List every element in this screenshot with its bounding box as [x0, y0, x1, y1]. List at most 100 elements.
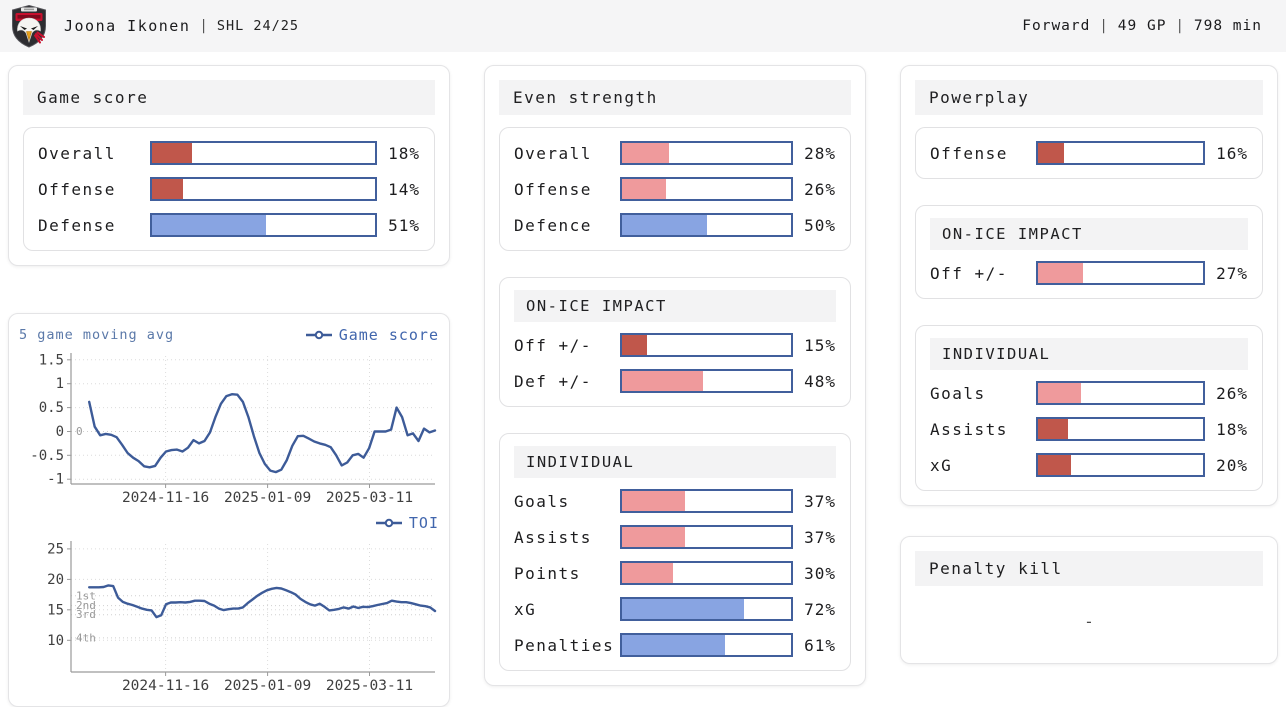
stat-label: xG	[514, 599, 537, 619]
stat-row: Overall 18%	[38, 140, 420, 166]
panel-title: Even strength	[499, 80, 851, 115]
even-strength-panel: Even strength Overall 28% Offense 26% Defenc…	[484, 65, 866, 686]
stat-bar-fill	[622, 371, 704, 391]
stat-value: 15%	[804, 335, 836, 355]
stat-row: Penalties 61%	[514, 632, 836, 658]
svg-text:3rd: 3rd	[76, 608, 96, 621]
stat-bar-track	[1036, 417, 1206, 441]
stat-bar-track	[620, 633, 794, 657]
stat-label: Goals	[930, 383, 986, 403]
stat-value: 28%	[804, 143, 836, 163]
svg-text:1st: 1st	[76, 589, 96, 602]
even-strength-individual: INDIVIDUAL Goals 37% Assists 37% Points 30% xG…	[499, 433, 851, 671]
stat-value: 37%	[804, 527, 836, 547]
stat-bar-track	[620, 525, 794, 549]
legend-toi[interactable]: TOI	[375, 514, 439, 532]
stat-bar-track	[1036, 141, 1206, 165]
svg-text:-1: -1	[47, 472, 64, 488]
stat-row: Goals 37%	[514, 488, 836, 514]
stat-bar-fill	[622, 143, 670, 163]
svg-text:4th: 4th	[76, 631, 96, 644]
charts-panel: 5 game moving avg Game score 0 1.5 1 0.5 0 -0…	[8, 313, 450, 707]
game-score-chart-header: 5 game moving avg Game score	[19, 322, 439, 348]
legend-label: TOI	[408, 514, 439, 532]
stat-row: Defence 50%	[514, 212, 836, 238]
stat-bar-fill	[622, 215, 707, 235]
stat-row: Points 30%	[514, 560, 836, 586]
stat-bar-track	[620, 597, 794, 621]
svg-text:1: 1	[56, 376, 64, 392]
league-season: SHL 24/25	[216, 18, 299, 34]
stat-bar-fill	[622, 179, 666, 199]
column-left: Game score Overall 18% Offense 14% Defense 51…	[8, 65, 450, 707]
stat-label: Overall	[514, 143, 592, 163]
legend-label: Game score	[338, 326, 439, 344]
stat-value: 30%	[804, 563, 836, 583]
section-bars: Goals 26% Assists 18% xG 20%	[930, 380, 1248, 478]
svg-text:2025-03-11: 2025-03-11	[326, 490, 413, 506]
svg-text:2025-03-11: 2025-03-11	[326, 678, 413, 694]
stat-row: Offense 26%	[514, 176, 836, 202]
stat-label: Overall	[38, 143, 116, 163]
stat-label: Defence	[514, 215, 592, 235]
legend-game-score[interactable]: Game score	[305, 326, 439, 344]
stat-label: Assists	[930, 419, 1008, 439]
stat-row: Offense 14%	[38, 176, 420, 202]
powerplay-main-bars: Offense 16%	[915, 127, 1263, 179]
stat-value: 26%	[1216, 383, 1248, 403]
stat-value: 18%	[1216, 419, 1248, 439]
stat-bar-track	[620, 141, 794, 165]
svg-text:0.5: 0.5	[39, 400, 64, 416]
stat-row: Off +/- 27%	[930, 260, 1248, 286]
stat-bar-fill	[1038, 263, 1083, 283]
stat-bar-fill	[622, 527, 685, 547]
penalty-kill-empty-value: -	[1084, 612, 1094, 631]
svg-text:2025-01-09: 2025-01-09	[224, 678, 311, 694]
svg-text:2025-01-09: 2025-01-09	[224, 490, 311, 506]
svg-text:0: 0	[56, 424, 64, 440]
stat-value: 51%	[388, 215, 420, 235]
stat-row: Overall 28%	[514, 140, 836, 166]
header-separator: |	[1175, 18, 1185, 34]
stat-label: Assists	[514, 527, 592, 547]
stat-label: Offense	[930, 143, 1008, 163]
column-middle: Even strength Overall 28% Offense 26% Defenc…	[484, 65, 866, 707]
svg-text:2nd: 2nd	[76, 599, 96, 612]
stat-bar-track	[620, 369, 794, 393]
svg-text:0: 0	[76, 425, 83, 438]
stat-label: Goals	[514, 491, 570, 511]
even-strength-on-ice-impact: ON-ICE IMPACT Off +/- 15% Def +/- 48%	[499, 277, 851, 407]
stat-label: Offense	[38, 179, 116, 199]
section-bars: Off +/- 15% Def +/- 48%	[514, 332, 836, 394]
stat-row: xG 72%	[514, 596, 836, 622]
legend-line-marker-icon	[305, 330, 332, 340]
stat-bar-track	[620, 177, 794, 201]
stat-value: 26%	[804, 179, 836, 199]
stat-bar-track	[620, 213, 794, 237]
svg-text:1.5: 1.5	[39, 352, 64, 368]
section-title: ON-ICE IMPACT	[514, 290, 836, 322]
stat-bar-track	[1036, 261, 1206, 285]
stat-value: 14%	[388, 179, 420, 199]
stat-value: 37%	[804, 491, 836, 511]
svg-text:2024-11-16: 2024-11-16	[122, 678, 209, 694]
stat-label: Defense	[38, 215, 116, 235]
svg-text:15: 15	[47, 602, 64, 618]
svg-text:2024-11-16: 2024-11-16	[122, 490, 209, 506]
stat-value: 48%	[804, 371, 836, 391]
header-separator: |	[1099, 18, 1109, 34]
stat-bar-track	[620, 561, 794, 585]
player-games-played: 49 GP	[1117, 18, 1167, 34]
stat-bar-fill	[622, 491, 685, 511]
stat-value: 18%	[388, 143, 420, 163]
stat-bar-fill	[622, 335, 648, 355]
stat-label: Off +/-	[514, 335, 592, 355]
stat-label: Def +/-	[514, 371, 592, 391]
stat-value: 20%	[1216, 455, 1248, 475]
player-summary: Forward | 49 GP | 798 min	[1022, 18, 1262, 34]
section-title: INDIVIDUAL	[514, 446, 836, 478]
player-name: Joona Ikonen	[64, 17, 191, 35]
player-position: Forward	[1022, 18, 1091, 34]
stat-row: xG 20%	[930, 452, 1248, 478]
